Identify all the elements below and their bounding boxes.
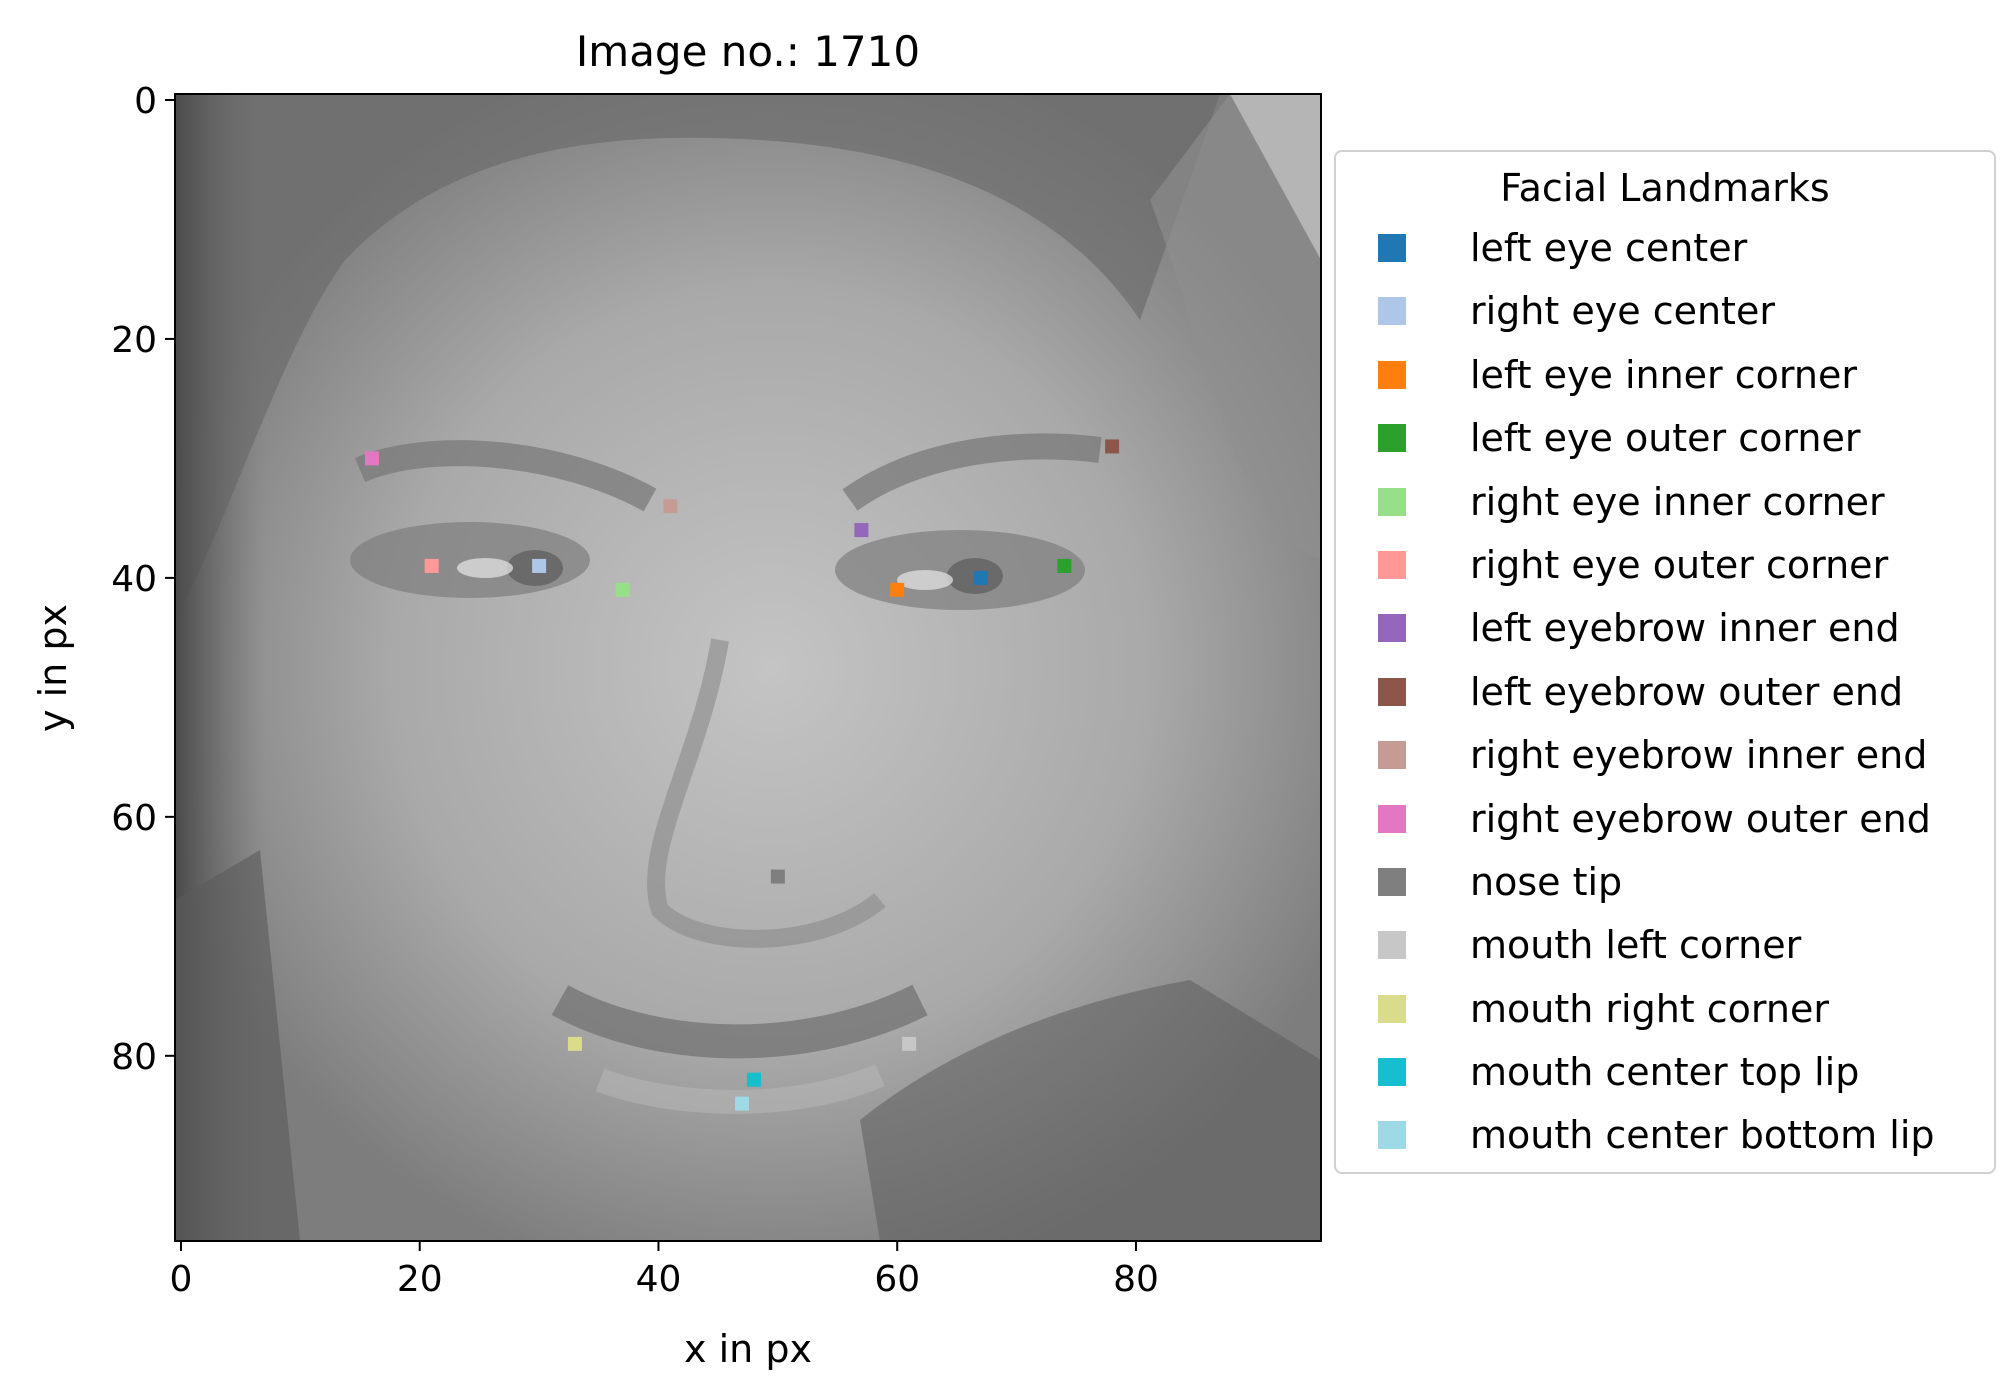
legend-swatch: [1378, 1121, 1406, 1150]
landmark-point-11: [902, 1036, 917, 1051]
y-axis: 0 20 40 60 80: [111, 81, 175, 1078]
legend-label: left eyebrow inner end: [1470, 606, 1900, 651]
landmark-point-1: [532, 558, 547, 573]
legend-item: right eyebrow inner end: [1336, 725, 1994, 788]
legend-swatch: [1378, 297, 1406, 326]
legend-swatch: [1378, 804, 1406, 833]
legend-swatch: [1378, 994, 1406, 1023]
legend: Facial Landmarks left eye center right ey…: [1334, 150, 1996, 1174]
legend-item: right eye outer corner: [1336, 535, 1994, 598]
legend-swatch: [1378, 360, 1406, 389]
x-tick-label: 20: [397, 1259, 443, 1300]
x-tick-label: 80: [1113, 1259, 1159, 1300]
legend-item: mouth right corner: [1336, 979, 1994, 1042]
y-tick-label: 20: [111, 320, 157, 361]
face-image: [175, 94, 1321, 1241]
landmark-point-12: [567, 1036, 582, 1051]
legend-item: left eyebrow outer end: [1336, 662, 1994, 725]
legend-swatch: [1378, 931, 1406, 960]
chart-title: Image no.: 1710: [576, 27, 920, 76]
legend-item: mouth left corner: [1336, 915, 1994, 978]
landmark-point-14: [735, 1096, 750, 1111]
landmark-point-5: [424, 558, 439, 573]
legend-item: nose tip: [1336, 852, 1994, 915]
legend-item: mouth center top lip: [1336, 1042, 1994, 1105]
y-tick-label: 0: [134, 81, 157, 122]
legend-swatch: [1378, 424, 1406, 453]
x-axis-label: x in px: [684, 1327, 812, 1371]
x-tick-label: 60: [874, 1259, 920, 1300]
legend-swatch: [1378, 867, 1406, 896]
legend-swatch: [1378, 1058, 1406, 1087]
legend-label: right eye center: [1470, 289, 1775, 334]
y-tick-label: 80: [111, 1037, 157, 1078]
plot-frame: [174, 93, 1322, 1242]
legend-label: mouth center bottom lip: [1470, 1113, 1935, 1158]
landmark-point-10: [770, 869, 785, 884]
legend-label: left eyebrow outer end: [1470, 669, 1904, 714]
landmark-point-7: [1105, 439, 1120, 454]
landmark-point-0: [973, 570, 988, 585]
legend-item: right eyebrow outer end: [1336, 789, 1994, 852]
legend-item: left eyebrow inner end: [1336, 598, 1994, 661]
legend-label: mouth center top lip: [1470, 1050, 1860, 1095]
legend-label: left eye outer corner: [1470, 416, 1861, 461]
legend-swatch: [1378, 550, 1406, 579]
y-tick-label: 40: [111, 559, 157, 600]
landmark-point-3: [1057, 558, 1072, 573]
legend-item: right eye center: [1336, 281, 1994, 344]
legend-swatch: [1378, 234, 1406, 262]
legend-label: right eye inner corner: [1470, 479, 1885, 524]
x-axis: 0 20 40 60 80: [170, 1241, 1159, 1300]
y-axis-label: y in px: [31, 604, 75, 732]
legend-swatch: [1378, 487, 1406, 516]
landmark-point-9: [364, 451, 379, 466]
legend-list: left eye center right eye center left eye …: [1336, 218, 1994, 1169]
legend-label: mouth left corner: [1470, 923, 1802, 968]
legend-swatch: [1378, 677, 1406, 706]
legend-title: Facial Landmarks: [1500, 166, 1830, 210]
x-tick-label: 40: [636, 1259, 682, 1300]
landmark-point-6: [854, 523, 869, 538]
legend-swatch: [1378, 741, 1406, 770]
legend-item: left eye center: [1336, 218, 1994, 281]
legend-item: right eye inner corner: [1336, 472, 1994, 535]
landmark-points: [364, 439, 1120, 1111]
legend-label: right eye outer corner: [1470, 542, 1889, 587]
legend-label: left eye inner corner: [1470, 352, 1857, 397]
landmark-point-8: [663, 499, 678, 514]
legend-item: mouth center bottom lip: [1336, 1105, 1994, 1168]
landmark-point-4: [615, 582, 630, 597]
landmark-point-13: [746, 1072, 761, 1087]
y-tick-label: 60: [111, 798, 157, 839]
legend-item: left eye inner corner: [1336, 345, 1994, 408]
x-tick-label: 0: [170, 1259, 193, 1300]
legend-label: nose tip: [1470, 859, 1623, 904]
legend-item: left eye outer corner: [1336, 408, 1994, 471]
legend-label: left eye center: [1470, 226, 1748, 270]
legend-label: right eyebrow inner end: [1470, 733, 1928, 778]
landmark-point-2: [890, 582, 905, 597]
legend-label: mouth right corner: [1470, 986, 1829, 1031]
legend-swatch: [1378, 614, 1406, 643]
legend-label: right eyebrow outer end: [1470, 796, 1931, 841]
